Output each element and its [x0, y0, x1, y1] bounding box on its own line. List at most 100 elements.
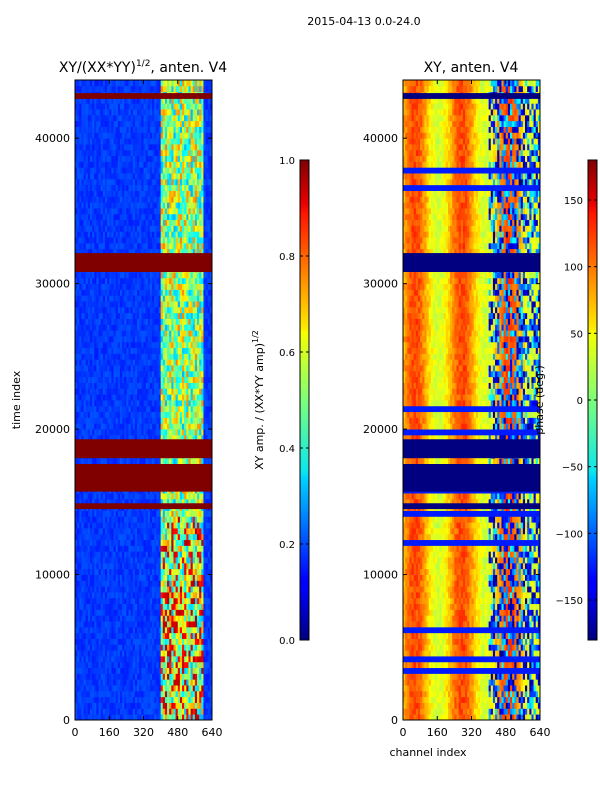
heatmap-cell	[122, 592, 125, 599]
heatmap-cell	[132, 603, 136, 610]
heatmap-cell	[137, 679, 140, 686]
heatmap-cell	[100, 638, 104, 645]
heatmap-cell	[98, 522, 102, 529]
heatmap-cell	[145, 708, 149, 715]
heatmap-cell	[160, 365, 164, 372]
heatmap-cell	[154, 626, 157, 634]
heatmap-cell	[201, 551, 204, 558]
heatmap-cell	[147, 312, 151, 319]
heatmap-cell	[75, 295, 78, 302]
heatmap-cell	[96, 272, 99, 279]
heatmap-cell	[179, 365, 183, 372]
heatmap-cell	[119, 318, 123, 325]
heatmap-cell	[203, 667, 206, 674]
heatmap-cell	[177, 656, 181, 663]
heatmap-cell	[107, 272, 110, 279]
heatmap-cell	[119, 638, 123, 645]
heatmap-cell	[160, 277, 164, 285]
heatmap-cell	[141, 685, 144, 692]
heatmap-cell	[194, 702, 198, 709]
heatmap-cell	[143, 417, 147, 424]
heatmap-cell	[96, 621, 99, 628]
heatmap-cell	[117, 289, 121, 296]
heatmap-cell	[87, 597, 91, 605]
heatmap-cell	[126, 551, 129, 558]
heatmap-cell	[81, 295, 84, 302]
heatmap-cell	[205, 510, 209, 517]
heatmap-cell	[184, 417, 187, 424]
heatmap-cell	[92, 661, 95, 669]
heatmap-cell	[147, 283, 151, 290]
heatmap-cell	[77, 510, 80, 517]
heatmap-cell	[119, 336, 123, 343]
heatmap-cell	[184, 347, 187, 354]
heatmap-cell	[188, 516, 191, 523]
heatmap-cell	[188, 295, 191, 302]
heatmap-cell	[175, 493, 179, 500]
heatmap-cell	[177, 702, 181, 709]
heatmap-cell	[77, 574, 80, 581]
heatmap-cell	[100, 434, 104, 442]
heatmap-cell	[111, 574, 114, 581]
heatmap-cell	[122, 522, 125, 529]
heatmap-cell	[209, 586, 212, 593]
heatmap-cell	[143, 394, 147, 401]
heatmap-cell	[192, 685, 196, 692]
heatmap-cell	[203, 498, 206, 506]
heatmap-cell	[102, 423, 106, 430]
heatmap-cell	[104, 376, 108, 383]
heatmap-cell	[81, 528, 84, 535]
heatmap-cell	[109, 621, 112, 628]
heatmap-cell	[167, 644, 170, 651]
heatmap-cell	[197, 405, 200, 413]
heatmap-cell	[158, 510, 162, 517]
heatmap-cell	[152, 667, 155, 674]
heatmap-cell	[169, 568, 172, 575]
heatmap-cell	[152, 510, 155, 517]
heatmap-cell	[167, 580, 170, 587]
heatmap-cell	[87, 318, 91, 325]
heatmap-cell	[179, 429, 183, 436]
heatmap-cell	[96, 661, 99, 669]
heatmap-cell	[190, 528, 194, 535]
heatmap-cell	[149, 592, 153, 599]
heatmap-cell	[122, 283, 125, 290]
heatmap-cell	[169, 405, 172, 413]
heatmap-cell	[132, 690, 136, 698]
heatmap-cell	[139, 702, 142, 709]
heatmap-cell	[182, 272, 185, 279]
heatmap-cell	[104, 679, 108, 686]
heatmap-cell	[186, 324, 189, 331]
heatmap-cell	[143, 295, 147, 302]
heatmap-cell	[117, 336, 121, 343]
heatmap-cell	[79, 586, 82, 593]
heatmap-cell	[83, 434, 87, 442]
heatmap-cell	[188, 609, 191, 616]
heatmap-cell	[115, 714, 119, 720]
heatmap-cell	[104, 306, 108, 314]
heatmap-cell	[169, 318, 172, 325]
heatmap-cell	[179, 685, 183, 692]
heatmap-cell	[139, 434, 142, 442]
heatmap-cell	[111, 493, 114, 500]
heatmap-cell	[201, 365, 204, 372]
heatmap-cell	[132, 336, 136, 343]
heatmap-cell	[111, 597, 114, 605]
heatmap-cell	[141, 673, 144, 680]
heatmap-cell	[109, 516, 112, 523]
heatmap-cell	[124, 347, 127, 354]
heatmap-cell	[175, 528, 179, 535]
heatmap-cell	[194, 615, 198, 622]
heatmap-cell	[177, 376, 181, 383]
heatmap-cell	[94, 312, 97, 319]
heatmap-cell	[83, 411, 87, 418]
heatmap-cell	[209, 667, 212, 674]
heatmap-cell	[75, 376, 78, 383]
heatmap-cell	[175, 510, 179, 517]
heatmap-cell	[139, 562, 142, 570]
heatmap-cell	[126, 417, 129, 424]
heatmap-cell	[186, 283, 189, 290]
heatmap-cell	[141, 388, 144, 395]
heatmap-cell	[128, 295, 132, 302]
heatmap-cell	[98, 388, 102, 395]
